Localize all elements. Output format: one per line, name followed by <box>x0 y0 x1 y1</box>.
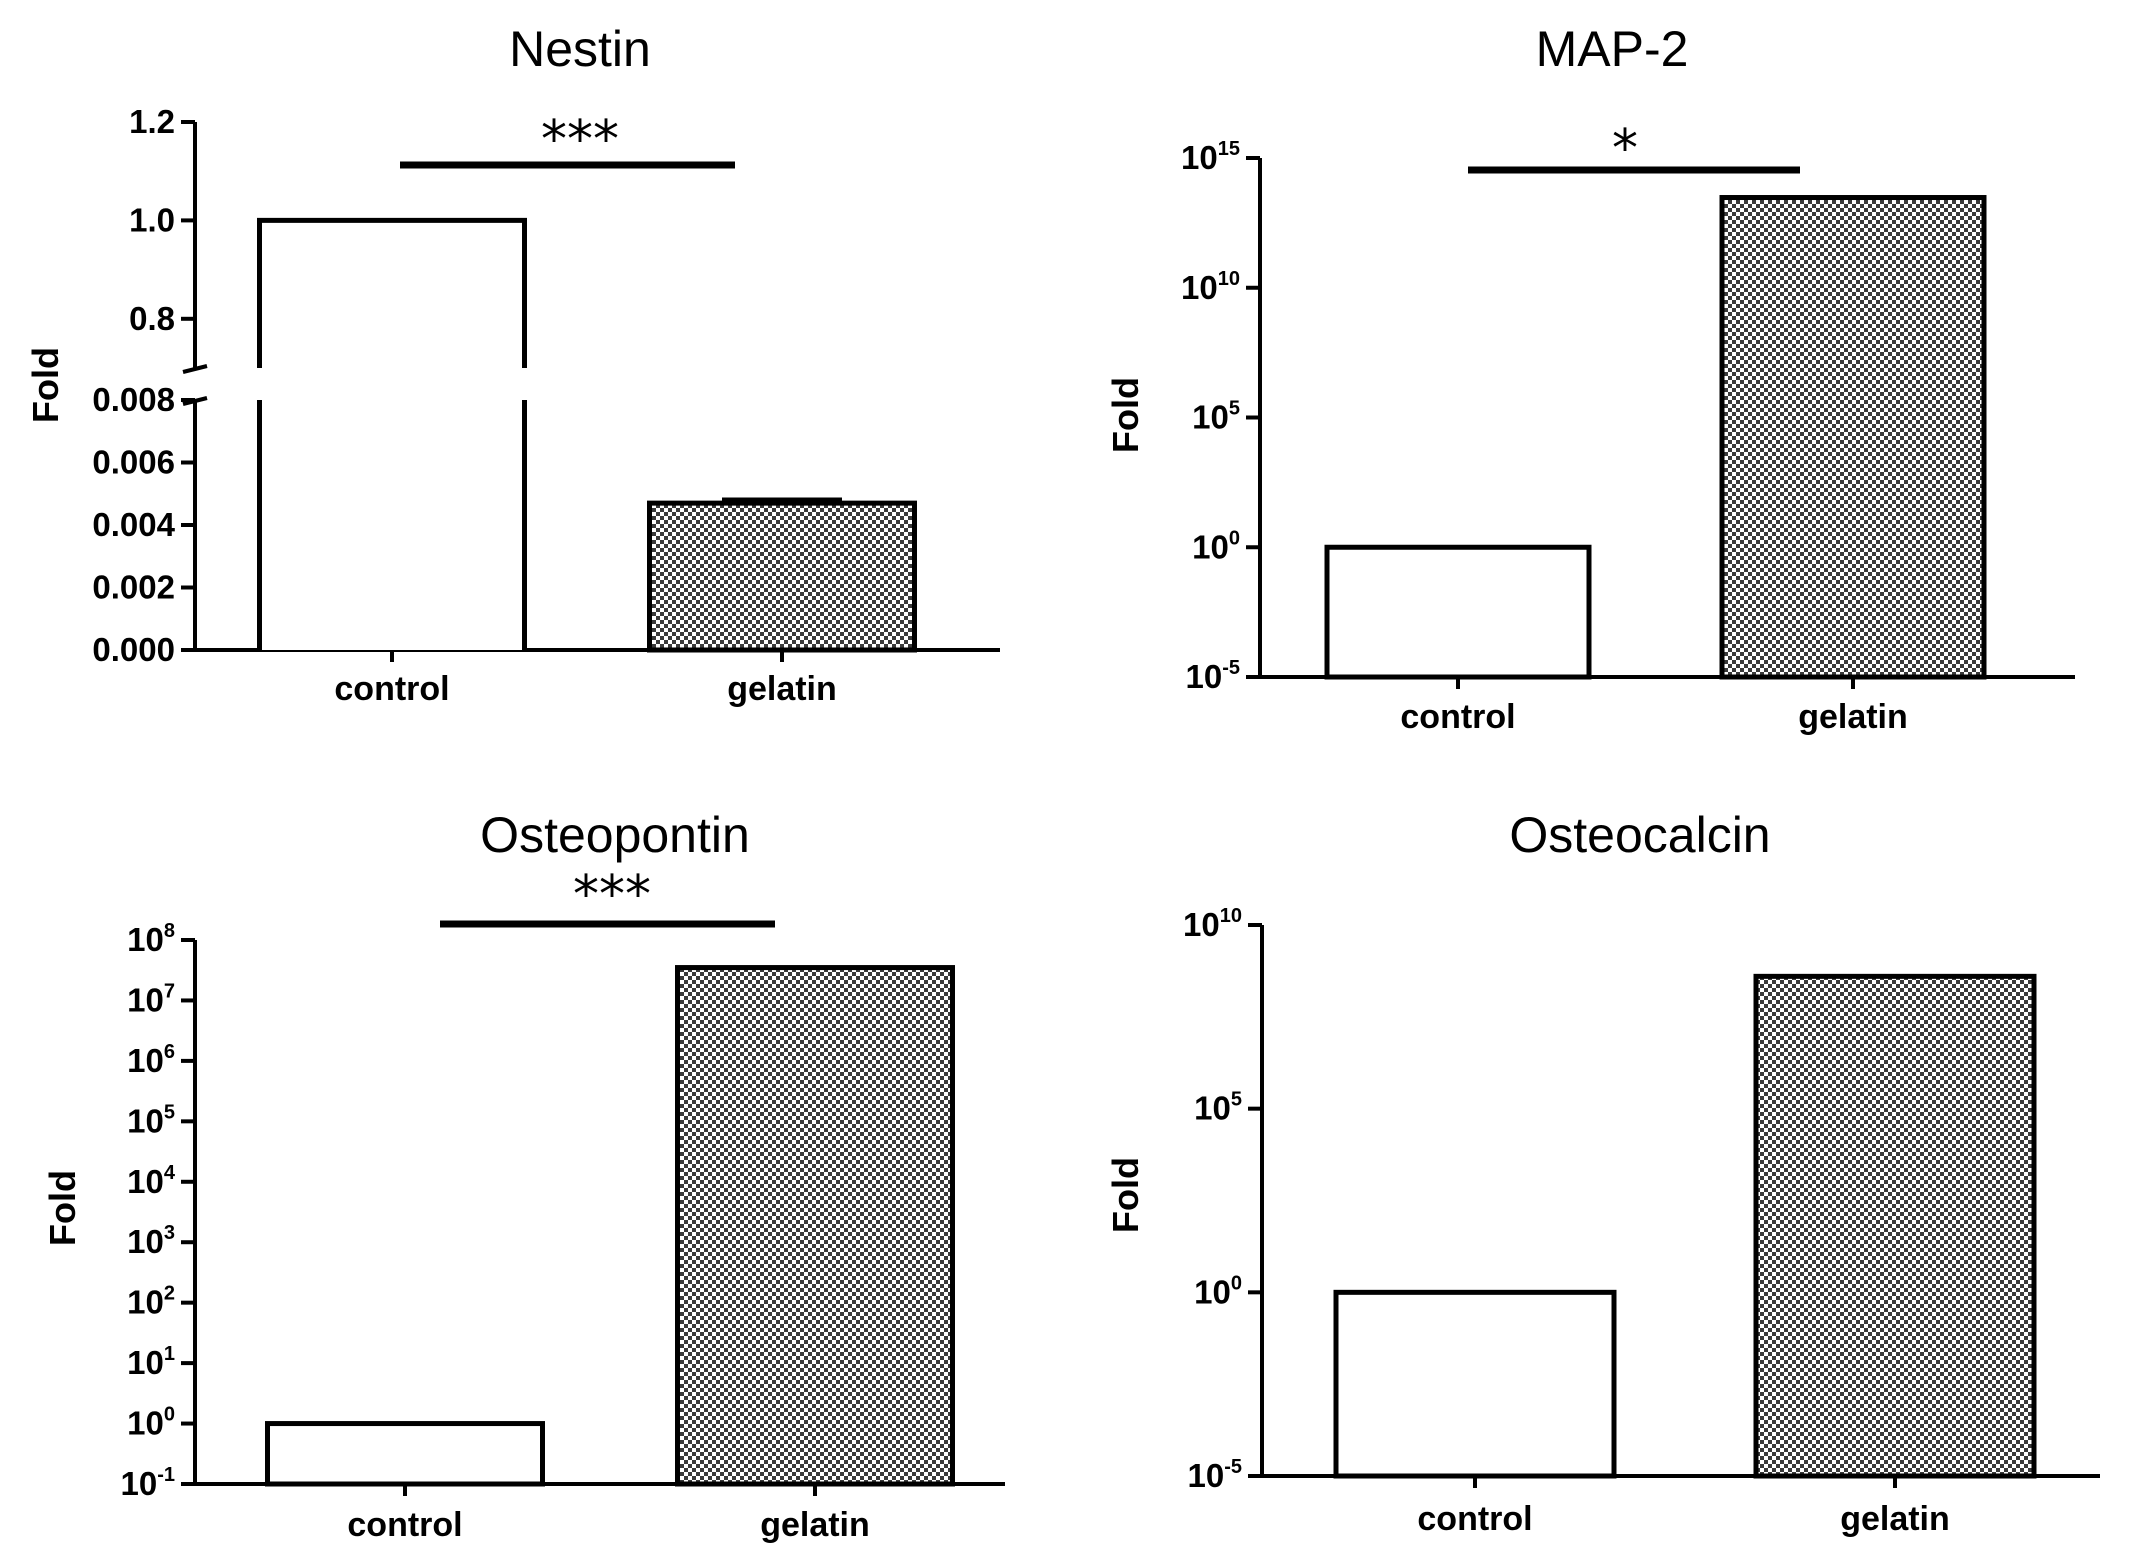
y-ticks: 0.000 0.002 0.004 0.006 0.008 0.8 1.0 1.2 <box>92 103 195 668</box>
x-tick-label-gelatin: gelatin <box>1840 1500 1950 1538</box>
x-ticks: control gelatin <box>1417 1476 1950 1538</box>
y-ticks: 10-1 100 101 102 103 104 105 106 107 108 <box>120 920 195 1502</box>
y-tick-label: 100 <box>127 1404 175 1442</box>
y-axis-label: Fold <box>1105 1157 1146 1233</box>
y-tick-label: 0.002 <box>92 569 175 606</box>
x-tick-label-gelatin: gelatin <box>760 1506 870 1544</box>
y-tick-label: 10-1 <box>120 1464 175 1502</box>
y-tick-label: 103 <box>127 1222 175 1260</box>
panel-osteopontin: Osteopontin Fold 10-11001011021031041051… <box>42 807 1005 1544</box>
y-tick-label: 1.0 <box>129 201 175 238</box>
bars <box>1333 973 2037 1479</box>
y-tick-label: 0.8 <box>129 300 175 337</box>
bar-gelatin <box>1753 973 2037 1479</box>
bars <box>265 965 955 1487</box>
y-tick-label: 0.004 <box>92 506 175 543</box>
x-ticks: control gelatin <box>1400 677 1908 736</box>
chart-title: MAP-2 <box>1536 21 1689 77</box>
y-tick-label: 1.2 <box>129 103 175 140</box>
y-tick-label: 105 <box>127 1101 175 1139</box>
x-tick-label-control: control <box>1400 698 1515 736</box>
bars <box>257 217 917 653</box>
y-axis-label: Fold <box>42 1170 83 1246</box>
bar-gelatin <box>675 965 955 1487</box>
chart-title: Osteocalcin <box>1509 807 1770 863</box>
y-tick-label: 105 <box>1194 1089 1242 1127</box>
y-tick-label: 10-5 <box>1185 657 1240 695</box>
y-tick-label: 10-5 <box>1187 1456 1242 1494</box>
significance-stars: * <box>1612 119 1638 179</box>
chart-title: Osteopontin <box>480 807 750 863</box>
y-axis-label: Fold <box>1105 377 1146 453</box>
x-tick-label-gelatin: gelatin <box>727 670 837 708</box>
significance-stars: *** <box>573 865 651 925</box>
x-ticks: control gelatin <box>334 650 837 708</box>
bar-gelatin <box>647 500 917 653</box>
y-tick-label: 1010 <box>1181 268 1240 306</box>
y-tick-label: 1015 <box>1181 138 1240 176</box>
y-tick-label: 0.000 <box>92 631 175 668</box>
y-axis <box>182 122 208 650</box>
x-tick-label-control: control <box>347 1506 462 1544</box>
y-tick-label: 104 <box>127 1162 176 1200</box>
panel-nestin: Nestin Fold 0.000 0.002 0.004 0.006 0.008 0.8… <box>25 21 1000 708</box>
y-tick-label: 0.006 <box>92 444 175 481</box>
bars <box>1324 195 1987 680</box>
y-tick-label: 100 <box>1194 1272 1242 1310</box>
bar-control <box>265 1421 545 1487</box>
y-tick-label: 1010 <box>1183 905 1242 943</box>
panel-map-2: MAP-2 Fold 10-5 100 105 1010 1015 control gel… <box>1105 21 2075 736</box>
y-tick-label: 102 <box>127 1283 175 1321</box>
chart-title: Nestin <box>509 21 651 77</box>
y-tick-label: 0.008 <box>92 381 175 418</box>
y-ticks: 10-5 100 105 1010 1015 <box>1181 138 1260 695</box>
x-tick-label-gelatin: gelatin <box>1798 698 1908 736</box>
y-tick-label: 106 <box>127 1041 175 1079</box>
x-tick-label-control: control <box>334 670 449 708</box>
bar-gelatin <box>1719 195 1987 680</box>
bar-outline <box>257 217 527 368</box>
y-axis-label: Fold <box>25 347 66 423</box>
bar-control <box>1333 1289 1617 1479</box>
bar-control <box>1324 544 1592 680</box>
bar-control <box>259 220 525 650</box>
x-ticks: control gelatin <box>347 1484 870 1544</box>
y-tick-label: 100 <box>1192 527 1240 565</box>
y-ticks: 10-5 100 105 1010 <box>1183 905 1262 1494</box>
y-tick-label: 108 <box>127 920 175 958</box>
y-tick-label: 105 <box>1192 398 1240 436</box>
panel-osteocalcin: Osteocalcin Fold 10-5 100 105 1010 control g… <box>1105 807 2100 1538</box>
y-tick-label: 101 <box>127 1343 175 1381</box>
significance-stars: *** <box>541 110 619 170</box>
x-tick-label-control: control <box>1417 1500 1532 1538</box>
y-tick-label: 107 <box>127 980 175 1018</box>
